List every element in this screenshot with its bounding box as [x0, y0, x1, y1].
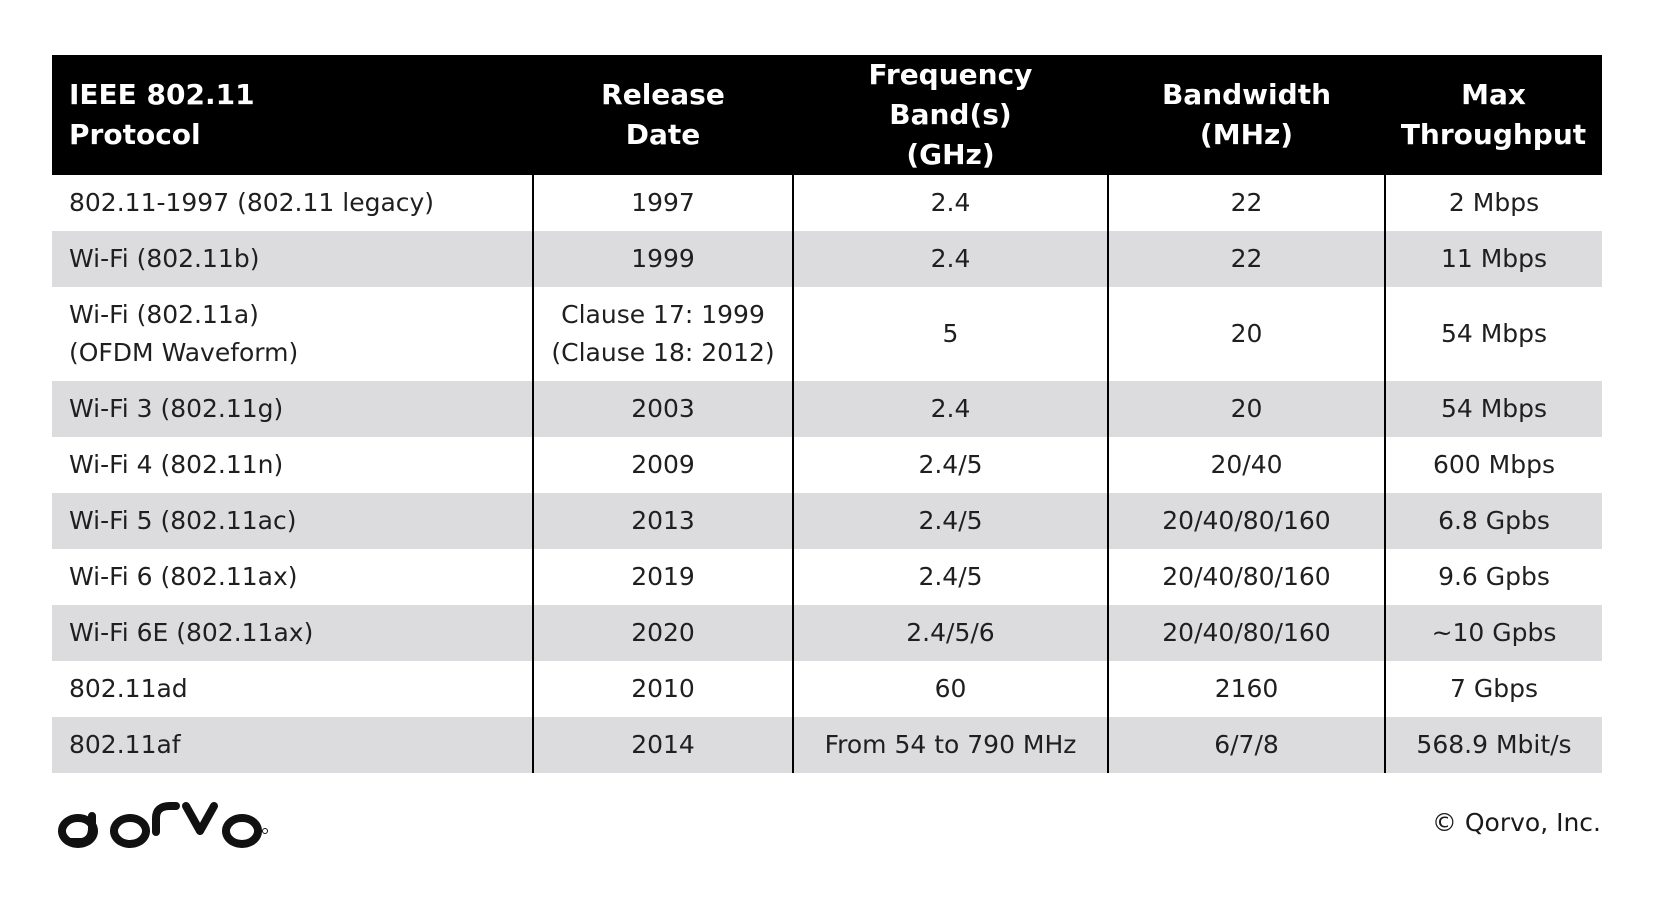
- cell-bandwidth: 20/40/80/160: [1107, 549, 1385, 605]
- cell-bandwidth: 20: [1107, 287, 1385, 381]
- cell-throughput: 568.9 Mbit/s: [1384, 717, 1602, 773]
- table-row: Wi-Fi 5 (802.11ac) 2013 2.4/5 20/40/80/1…: [52, 493, 1602, 549]
- cell-release-date: 1999: [532, 231, 793, 287]
- table-row: 802.11-1997 (802.11 legacy) 1997 2.4 22 …: [52, 175, 1602, 231]
- cell-release-date: 2020: [532, 605, 793, 661]
- cell-protocol: Wi-Fi (802.11b): [52, 231, 533, 287]
- header-protocol: IEEE 802.11 Protocol: [52, 55, 533, 175]
- cell-protocol: Wi-Fi 6 (802.11ax): [52, 549, 533, 605]
- cell-release-date: 2014: [532, 717, 793, 773]
- cell-bandwidth: 22: [1107, 231, 1385, 287]
- table-row: Wi-Fi 6E (802.11ax) 2020 2.4/5/6 20/40/8…: [52, 605, 1602, 661]
- table-row: Wi-Fi 3 (802.11g) 2003 2.4 20 54 Mbps: [52, 381, 1602, 437]
- cell-frequency: 2.4/5: [792, 493, 1108, 549]
- cell-bandwidth: 22: [1107, 175, 1385, 231]
- cell-release-date: 2003: [532, 381, 793, 437]
- header-bandwidth: Bandwidth (MHz): [1108, 55, 1385, 175]
- cell-bandwidth: 20/40/80/160: [1107, 493, 1385, 549]
- cell-throughput: 54 Mbps: [1384, 381, 1602, 437]
- cell-frequency: 5: [792, 287, 1108, 381]
- table-row: Wi-Fi 6 (802.11ax) 2019 2.4/5 20/40/80/1…: [52, 549, 1602, 605]
- cell-frequency: 2.4/5/6: [792, 605, 1108, 661]
- cell-release-date: 2019: [532, 549, 793, 605]
- cell-protocol: 802.11ad: [52, 661, 533, 717]
- cell-frequency: 2.4/5: [792, 549, 1108, 605]
- cell-release-date: 2009: [532, 437, 793, 493]
- table-row: Wi-Fi (802.11b) 1999 2.4 22 11 Mbps: [52, 231, 1602, 287]
- cell-bandwidth: 20: [1107, 381, 1385, 437]
- cell-throughput: 600 Mbps: [1384, 437, 1602, 493]
- cell-release-date: 2013: [532, 493, 793, 549]
- cell-release-date: 1997: [532, 175, 793, 231]
- qorvo-logo: [58, 802, 268, 848]
- cell-throughput: 11 Mbps: [1384, 231, 1602, 287]
- table-row: 802.11ad 2010 60 2160 7 Gbps: [52, 661, 1602, 717]
- cell-protocol: Wi-Fi (802.11a) (OFDM Waveform): [52, 287, 533, 381]
- cell-frequency: 2.4/5: [792, 437, 1108, 493]
- table-row: Wi-Fi 4 (802.11n) 2009 2.4/5 20/40 600 M…: [52, 437, 1602, 493]
- table-row: Wi-Fi (802.11a) (OFDM Waveform) Clause 1…: [52, 287, 1602, 381]
- cell-throughput: ~10 Gpbs: [1384, 605, 1602, 661]
- cell-protocol: Wi-Fi 5 (802.11ac): [52, 493, 533, 549]
- header-frequency-bands: Frequency Band(s) (GHz): [793, 55, 1108, 175]
- cell-frequency: From 54 to 790 MHz: [792, 717, 1108, 773]
- table-header-row: IEEE 802.11 Protocol Release Date Freque…: [52, 55, 1602, 175]
- cell-throughput: 2 Mbps: [1384, 175, 1602, 231]
- cell-throughput: 6.8 Gpbs: [1384, 493, 1602, 549]
- header-max-throughput: Max Throughput: [1385, 55, 1602, 175]
- cell-frequency: 2.4: [792, 381, 1108, 437]
- wifi-protocols-table-container: IEEE 802.11 Protocol Release Date Freque…: [52, 55, 1602, 773]
- table-row: 802.11af 2014 From 54 to 790 MHz 6/7/8 5…: [52, 717, 1602, 773]
- cell-throughput: 7 Gbps: [1384, 661, 1602, 717]
- cell-throughput: 54 Mbps: [1384, 287, 1602, 381]
- cell-frequency: 60: [792, 661, 1108, 717]
- cell-protocol: 802.11-1997 (802.11 legacy): [52, 175, 533, 231]
- cell-bandwidth: 6/7/8: [1107, 717, 1385, 773]
- cell-protocol: Wi-Fi 6E (802.11ax): [52, 605, 533, 661]
- cell-frequency: 2.4: [792, 231, 1108, 287]
- cell-bandwidth: 2160: [1107, 661, 1385, 717]
- cell-protocol: Wi-Fi 4 (802.11n): [52, 437, 533, 493]
- cell-protocol: 802.11af: [52, 717, 533, 773]
- cell-release-date: Clause 17: 1999 (Clause 18: 2012): [532, 287, 793, 381]
- header-release-date: Release Date: [533, 55, 793, 175]
- wifi-protocols-table: IEEE 802.11 Protocol Release Date Freque…: [52, 55, 1602, 773]
- cell-frequency: 2.4: [792, 175, 1108, 231]
- cell-bandwidth: 20/40: [1107, 437, 1385, 493]
- cell-throughput: 9.6 Gpbs: [1384, 549, 1602, 605]
- cell-release-date: 2010: [532, 661, 793, 717]
- cell-bandwidth: 20/40/80/160: [1107, 605, 1385, 661]
- cell-protocol: Wi-Fi 3 (802.11g): [52, 381, 533, 437]
- copyright-notice: © Qorvo, Inc.: [1431, 808, 1601, 837]
